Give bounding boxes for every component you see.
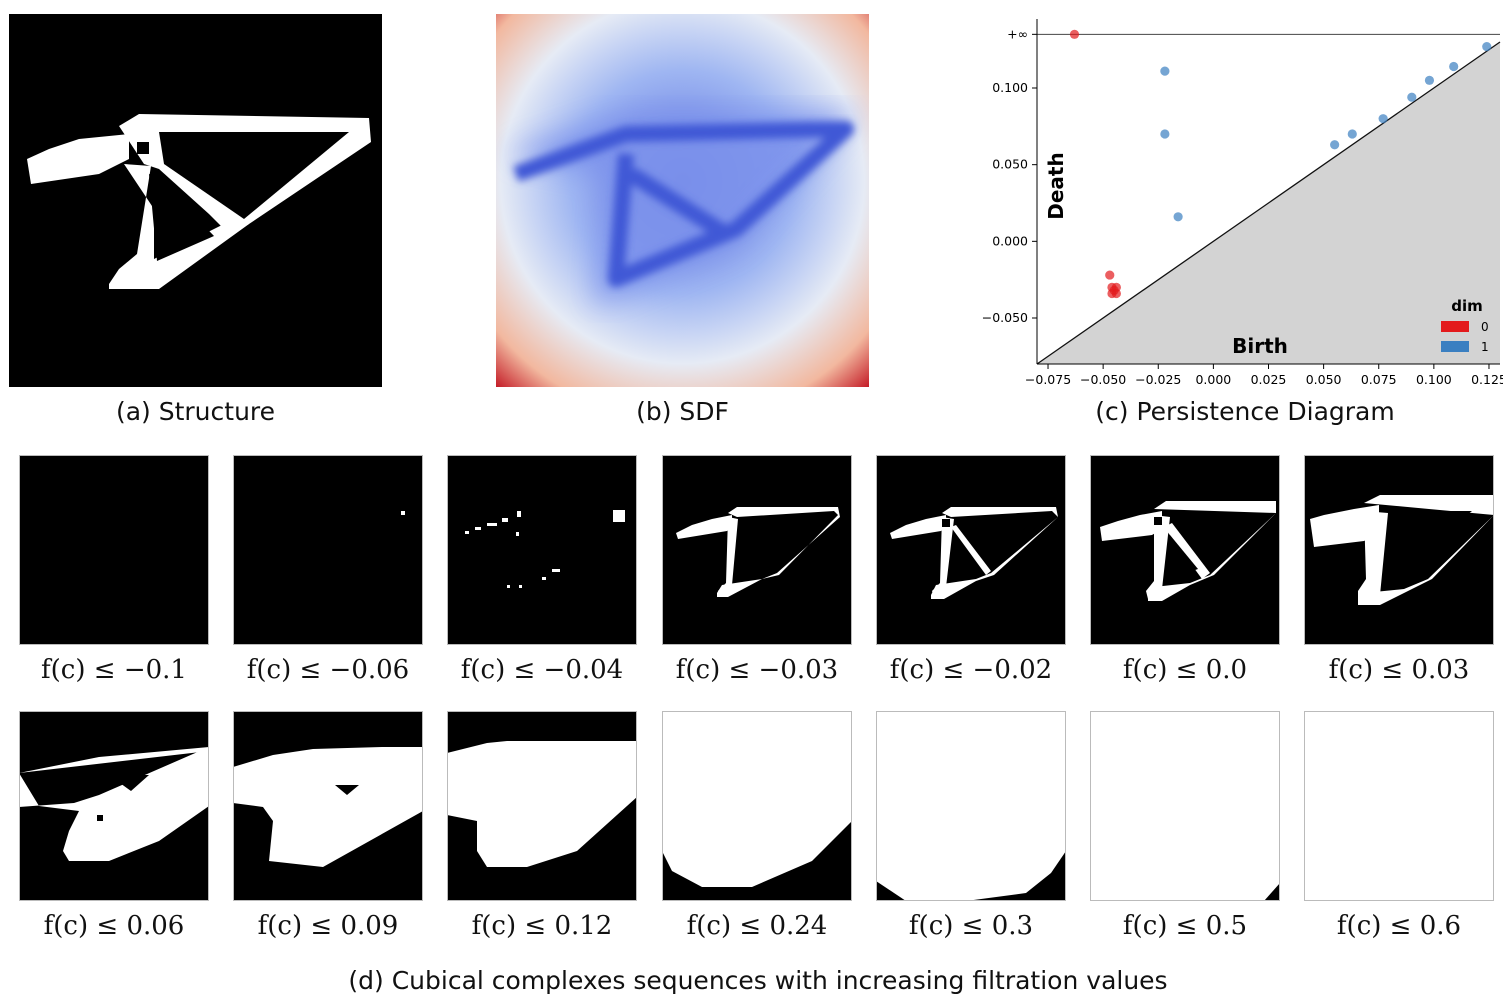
- filtration-label: f(c) ≤ 0.0: [1122, 655, 1248, 685]
- pd-x-tick-label: 0.075: [1361, 372, 1397, 387]
- persistence-diagram: −0.075 −0.050 −0.025 0.000 0.025 0.050 0.075 0.…: [982, 19, 1503, 387]
- filtration-thumbnail: [1090, 711, 1280, 905]
- filtration-label: f(c) ≤ 0.6: [1336, 911, 1462, 941]
- filtration-image: [876, 711, 1066, 901]
- pd-legend-label: 1: [1481, 340, 1489, 354]
- pd-point-dim-1: [1173, 212, 1183, 222]
- pd-x-tick-label: 0.050: [1306, 372, 1342, 387]
- pd-point-dim-1: [1449, 61, 1459, 72]
- filtration-thumbnail: [447, 711, 637, 905]
- structure-image: [9, 14, 382, 387]
- filtration-image: [447, 711, 637, 901]
- filtration-label: f(c) ≤ 0.03: [1328, 655, 1470, 685]
- filtration-label: f(c) ≤ −0.04: [460, 655, 624, 685]
- filtration-label: f(c) ≤ 0.12: [471, 911, 613, 941]
- pd-y-tick-label: −0.050: [982, 310, 1028, 325]
- pd-point-dim-1: [1160, 129, 1170, 139]
- filtration-thumbnail: [1304, 711, 1494, 905]
- pd-legend-swatch: [1441, 341, 1469, 352]
- pd-points: [1069, 29, 1492, 299]
- filtration-thumbnail: [19, 455, 209, 649]
- pd-point-dim-1: [1482, 42, 1492, 52]
- filtration-label: f(c) ≤ 0.06: [43, 911, 185, 941]
- filtration-thumbnail: [662, 711, 852, 905]
- pd-legend: dim 0 1: [1441, 297, 1489, 354]
- pd-point-dim-0: [1109, 285, 1119, 295]
- filtration-image: [876, 455, 1066, 645]
- filtration-image: [1090, 711, 1280, 901]
- pd-x-tick-label: −0.050: [1080, 372, 1126, 387]
- filtration-image: [19, 455, 209, 645]
- pd-y-tick-label: 0.050: [992, 157, 1028, 172]
- filtration-label: f(c) ≤ 0.3: [908, 911, 1034, 941]
- filtration-thumbnail: [876, 711, 1066, 905]
- pd-ylabel: Death: [1044, 152, 1068, 219]
- pd-point-dim-1: [1407, 92, 1417, 102]
- filtration-thumbnail: [876, 455, 1066, 649]
- filtration-label: f(c) ≤ 0.09: [257, 911, 399, 941]
- filtration-thumbnail: [447, 455, 637, 649]
- filtration-image: [1090, 455, 1280, 645]
- filtration-label: f(c) ≤ 0.24: [686, 911, 828, 941]
- caption-cubical: (d) Cubical complexes sequences with inc…: [348, 966, 1168, 995]
- pd-point-dim-0: [1069, 29, 1080, 39]
- pd-x-tick-label: 0.025: [1251, 372, 1287, 387]
- filtration-image: [233, 711, 423, 901]
- pd-y-tick-label: +∞: [1007, 26, 1028, 41]
- pd-point-dim-1: [1347, 129, 1357, 139]
- filtration-thumbnail: [662, 455, 852, 649]
- filtration-thumbnail: [19, 711, 209, 905]
- pd-x-tick-label: 0.000: [1195, 372, 1231, 387]
- pd-legend-title: dim: [1451, 297, 1483, 315]
- filtration-label: f(c) ≤ −0.1: [41, 655, 187, 685]
- pd-axes: −0.075 −0.050 −0.025 0.000 0.025 0.050 0.075 0.…: [982, 19, 1503, 387]
- caption-sdf: (b) SDF: [636, 397, 729, 426]
- filtration-image: [1304, 711, 1494, 901]
- filtration-thumbnail: [1304, 455, 1494, 649]
- caption-structure: (a) Structure: [115, 397, 276, 426]
- filtration-image: [662, 711, 852, 901]
- pd-x-tick-label: 0.125: [1471, 372, 1503, 387]
- filtration-image: [233, 455, 423, 645]
- caption-persistence: (c) Persistence Diagram: [1095, 397, 1395, 426]
- filtration-label: f(c) ≤ −0.02: [889, 655, 1053, 685]
- pd-point-dim-1: [1424, 75, 1435, 85]
- pd-x-tick-label: 0.100: [1416, 372, 1452, 387]
- pd-point-dim-1: [1378, 114, 1388, 124]
- pd-legend-label: 0: [1481, 320, 1489, 334]
- sdf-image: [496, 14, 869, 387]
- pd-point-dim-1: [1160, 66, 1170, 76]
- filtration-image: [19, 711, 209, 901]
- pd-legend-swatch: [1441, 321, 1469, 332]
- filtration-thumbnail: [233, 455, 423, 649]
- pd-y-tick-label: 0.000: [992, 233, 1028, 248]
- filtration-thumbnail: [233, 711, 423, 905]
- filtration-image: [1304, 455, 1494, 645]
- pd-point-dim-1: [1330, 140, 1340, 150]
- filtration-thumbnail: [1090, 455, 1280, 649]
- pd-y-tick-label: 0.100: [992, 80, 1028, 95]
- filtration-label: f(c) ≤ 0.5: [1122, 911, 1248, 941]
- filtration-label: f(c) ≤ −0.03: [675, 655, 839, 685]
- filtration-image: [662, 455, 852, 645]
- pd-diagonal-line: [1036, 41, 1501, 365]
- pd-x-tick-label: −0.075: [1025, 372, 1071, 387]
- pd-xlabel: Birth: [1232, 334, 1288, 358]
- filtration-label: f(c) ≤ −0.06: [246, 655, 410, 685]
- filtration-image: [447, 455, 637, 645]
- pd-x-tick-label: −0.025: [1135, 372, 1181, 387]
- pd-point-dim-0: [1105, 270, 1115, 280]
